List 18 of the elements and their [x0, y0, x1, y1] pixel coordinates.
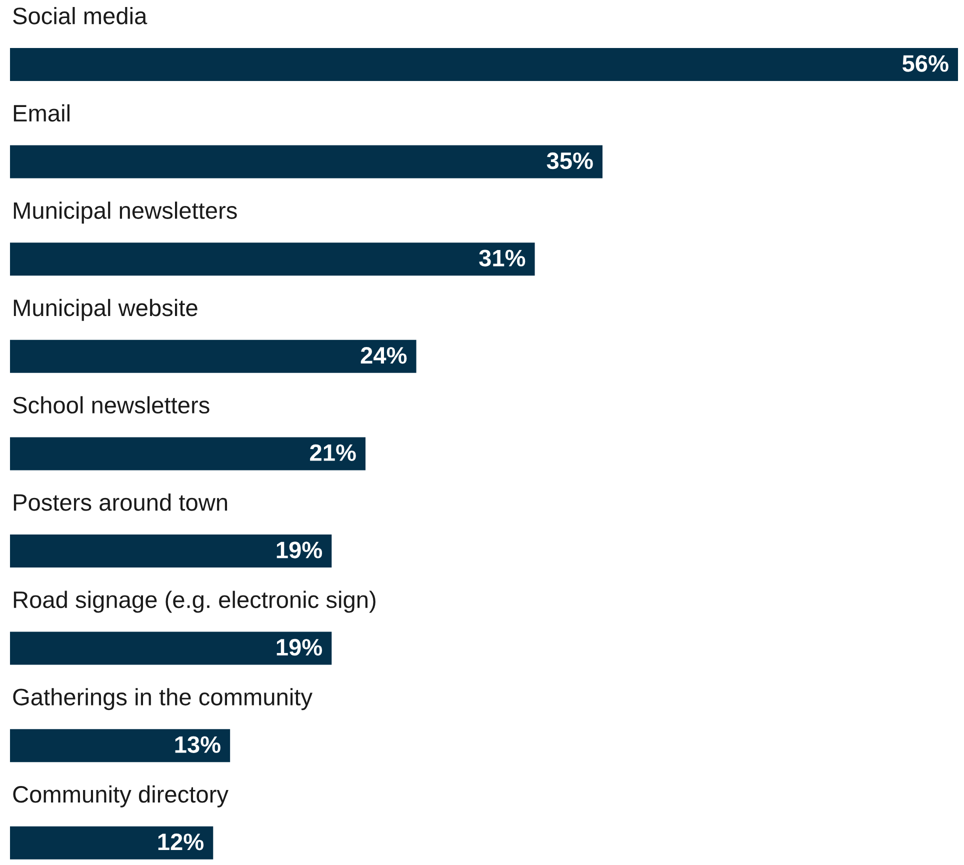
y-tick-label: Road signage (e.g. electronic sign)	[14, 590, 376, 613]
data-label: 31%	[479, 250, 526, 266]
data-label: 13%	[175, 736, 220, 753]
y-tick-label: Municipal website	[14, 298, 198, 321]
y-tick-label: School newsletters	[13, 396, 210, 414]
y-tick-label: Email	[14, 104, 70, 122]
data-label: 19%	[276, 638, 322, 656]
data-label: 35%	[546, 152, 593, 170]
y-tick-label: Community directory	[13, 785, 228, 808]
data-label: 56%	[902, 55, 948, 72]
data-label: 24%	[360, 347, 407, 364]
y-tick-label: Gatherings in the community	[13, 688, 312, 710]
y-tick-label: Social media	[13, 6, 148, 24]
y-tick-label: Posters around town	[14, 493, 228, 511]
data-label: 21%	[310, 444, 356, 461]
data-label: 12%	[158, 834, 204, 850]
data-label: 19%	[276, 542, 322, 558]
y-tick-label: Municipal newsletters	[14, 202, 237, 224]
